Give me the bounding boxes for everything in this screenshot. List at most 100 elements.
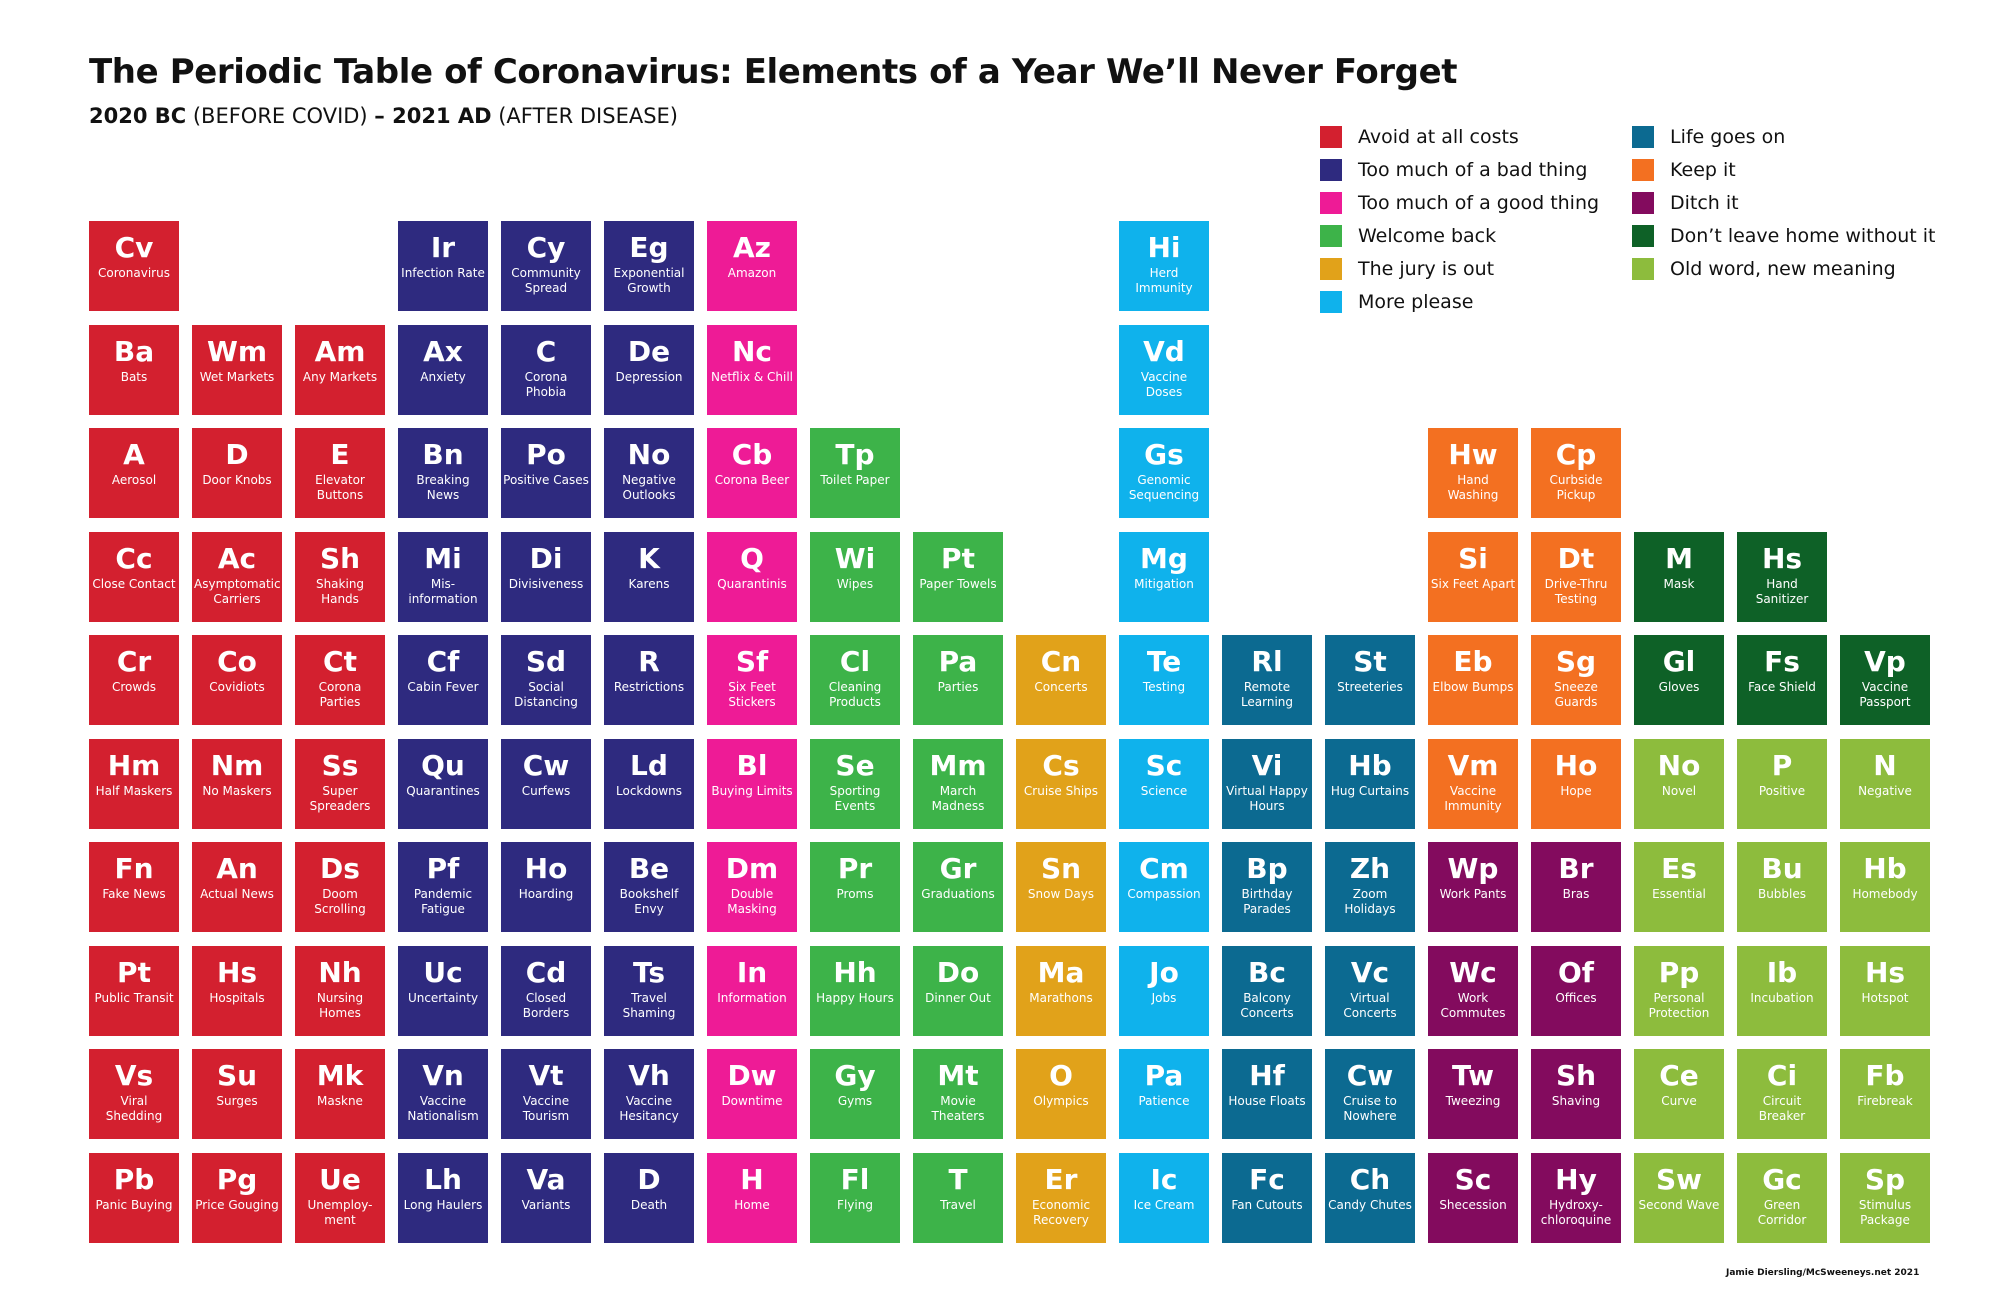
- element-tile: Az Amazon: [707, 221, 797, 311]
- element-tile: Pr Proms: [810, 842, 900, 932]
- legend-item-avoid: Avoid at all costs: [1320, 123, 1519, 151]
- element-tile: Fn Fake News: [89, 842, 179, 932]
- element-symbol: Eb: [1453, 645, 1493, 678]
- element-symbol: Hh: [833, 956, 877, 989]
- element-symbol: Bn: [422, 438, 464, 471]
- element-tile: Bn Breaking News: [398, 428, 488, 518]
- element-symbol: Ba: [113, 335, 155, 368]
- legend-item-oldword: Old word, new meaning: [1632, 255, 1896, 283]
- element-symbol: Sc: [1145, 749, 1183, 782]
- element-name: Death: [630, 1198, 668, 1212]
- element-tile: Dw Downtime: [707, 1049, 797, 1139]
- legend-swatch: [1632, 159, 1654, 181]
- element-symbol: Hs: [1761, 542, 1803, 575]
- element-symbol: P: [1771, 749, 1793, 782]
- element-symbol: Ho: [1554, 749, 1598, 782]
- element-name: Shaving: [1551, 1094, 1601, 1108]
- element-tile: Cp Curbside Pickup: [1531, 428, 1621, 518]
- element-tile: Fl Flying: [810, 1153, 900, 1243]
- element-symbol: Sg: [1555, 645, 1597, 678]
- element-symbol: Pa: [938, 645, 978, 678]
- subtitle-ad: – 2021 AD: [374, 104, 492, 128]
- element-symbol: Hi: [1147, 231, 1181, 264]
- element-name: Essential: [1652, 887, 1706, 901]
- element-tile: Am Any Markets: [295, 325, 385, 415]
- element-name: Homebody: [1852, 887, 1918, 901]
- element-name: Graduations: [921, 887, 995, 901]
- element-symbol: Vt: [528, 1059, 564, 1092]
- element-tile: Eb Elbow Bumps: [1428, 635, 1518, 725]
- element-tile: Pa Parties: [913, 635, 1003, 725]
- element-name: Asymptomatic Carriers: [194, 577, 281, 606]
- element-symbol: Wp: [1447, 852, 1499, 885]
- element-tile: Hb Homebody: [1840, 842, 1930, 932]
- element-tile: Sf Six Feet Stickers: [707, 635, 797, 725]
- element-tile: Cw Cruise to Nowhere: [1325, 1049, 1415, 1139]
- element-symbol: Ch: [1349, 1163, 1391, 1196]
- element-name: Vaccine Passport: [1859, 680, 1911, 709]
- element-symbol: Se: [835, 749, 875, 782]
- element-symbol: Ce: [1659, 1059, 1699, 1092]
- element-symbol: Fs: [1764, 645, 1800, 678]
- subtitle-ad-note: (AFTER DISEASE): [491, 104, 678, 128]
- element-tile: Rl Remote Learning: [1222, 635, 1312, 725]
- element-name: Stimulus Package: [1858, 1198, 1912, 1227]
- element-symbol: Sp: [1864, 1163, 1906, 1196]
- element-tile: D Death: [604, 1153, 694, 1243]
- legend-swatch: [1320, 291, 1342, 313]
- element-name: Compassion: [1127, 887, 1201, 901]
- element-name: Hug Curtains: [1330, 784, 1410, 798]
- element-symbol: Sn: [1040, 852, 1082, 885]
- element-name: Sneeze Guards: [1554, 680, 1598, 709]
- element-symbol: Vp: [1864, 645, 1906, 678]
- element-name: Divisiveness: [508, 577, 584, 591]
- legend-swatch: [1320, 258, 1342, 280]
- element-name: Half Maskers: [95, 784, 173, 798]
- subtitle-bc: 2020 BC: [89, 104, 187, 128]
- element-name: Mitigation: [1134, 577, 1194, 591]
- element-tile: Wi Wipes: [810, 532, 900, 622]
- element-tile: Gs Genomic Sequencing: [1119, 428, 1209, 518]
- legend-swatch: [1320, 126, 1342, 148]
- element-tile: Wc Work Commutes: [1428, 946, 1518, 1036]
- element-symbol: Be: [628, 852, 670, 885]
- element-name: Offices: [1555, 991, 1597, 1005]
- element-tile: Uc Uncertainty: [398, 946, 488, 1036]
- element-symbol: Fn: [114, 852, 154, 885]
- element-name: Mask: [1663, 577, 1695, 591]
- element-symbol: Cd: [525, 956, 567, 989]
- element-name: Wet Markets: [199, 370, 275, 384]
- page-subtitle: 2020 BC (BEFORE COVID) – 2021 AD (AFTER …: [89, 104, 678, 128]
- element-tile: Mi Mis-information: [398, 532, 488, 622]
- element-name: Virtual Happy Hours: [1226, 784, 1308, 813]
- element-tile: Vp Vaccine Passport: [1840, 635, 1930, 725]
- element-name: Super Spreaders: [309, 784, 371, 813]
- element-tile: Dm Double Masking: [707, 842, 797, 932]
- element-name: Olympics: [1033, 1094, 1089, 1108]
- element-name: Curbside Pickup: [1549, 473, 1603, 502]
- element-tile: A Aerosol: [89, 428, 179, 518]
- element-tile: Se Sporting Events: [810, 739, 900, 829]
- element-symbol: Cy: [526, 231, 566, 264]
- element-symbol: O: [1049, 1059, 1073, 1092]
- page-title: The Periodic Table of Coronavirus: Eleme…: [89, 52, 1458, 92]
- element-name: Hand Washing: [1447, 473, 1499, 502]
- element-symbol: Cm: [1139, 852, 1189, 885]
- element-symbol: Ic: [1150, 1163, 1178, 1196]
- element-tile: Fb Firebreak: [1840, 1049, 1930, 1139]
- element-symbol: Ci: [1766, 1059, 1798, 1092]
- element-symbol: Su: [216, 1059, 258, 1092]
- element-symbol: Bp: [1246, 852, 1288, 885]
- element-name: Downtime: [721, 1094, 783, 1108]
- element-symbol: Nm: [210, 749, 264, 782]
- element-symbol: Mi: [424, 542, 462, 575]
- element-tile: Ch Candy Chutes: [1325, 1153, 1415, 1243]
- element-symbol: T: [948, 1163, 968, 1196]
- element-tile: Jo Jobs: [1119, 946, 1209, 1036]
- element-tile: Hw Hand Washing: [1428, 428, 1518, 518]
- legend-label: Ditch it: [1670, 192, 1739, 214]
- legend-label: Old word, new meaning: [1670, 258, 1896, 280]
- element-symbol: Cw: [1346, 1059, 1394, 1092]
- element-tile: Ax Anxiety: [398, 325, 488, 415]
- element-symbol: Bc: [1248, 956, 1286, 989]
